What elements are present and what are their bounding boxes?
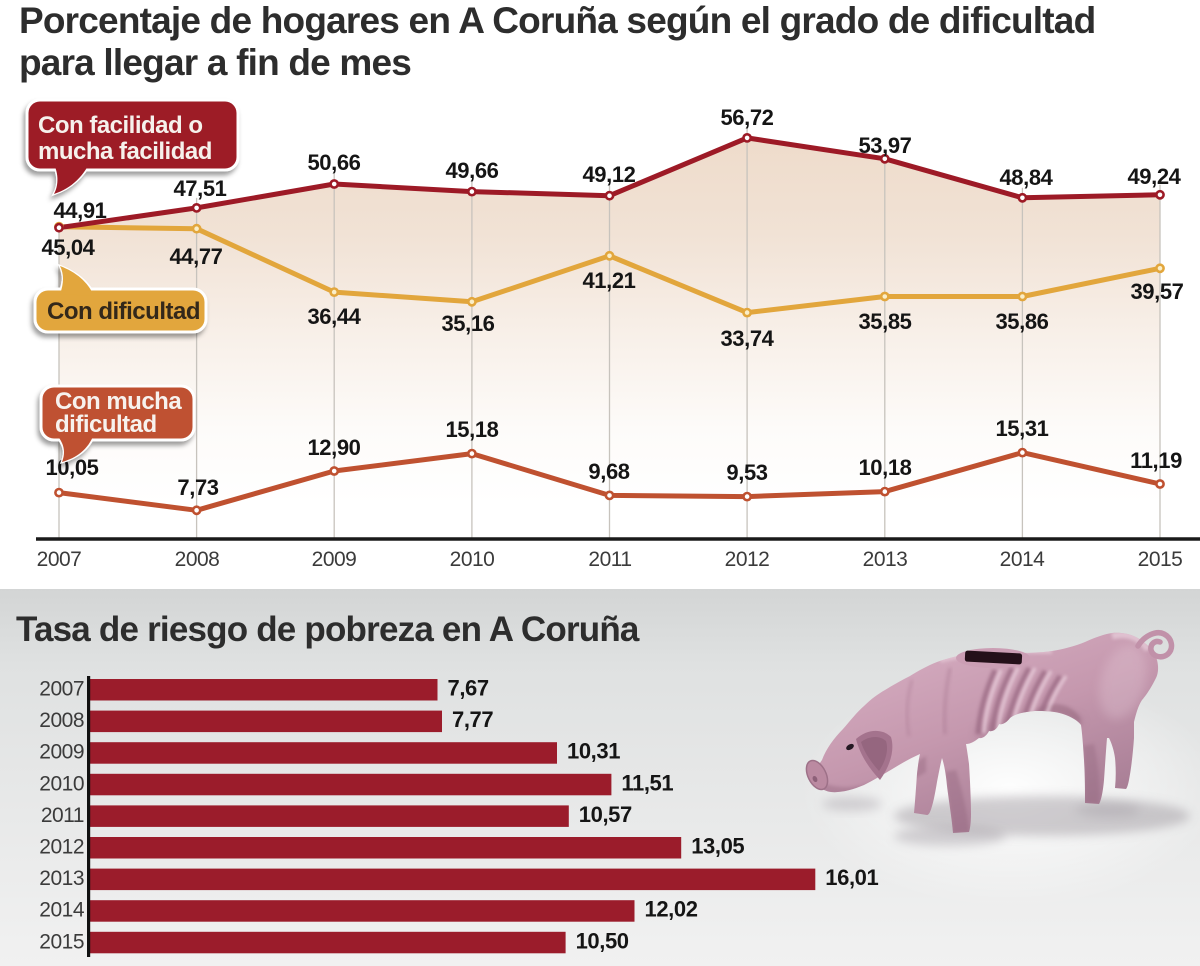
svg-text:10,50: 10,50 xyxy=(576,928,629,953)
svg-text:2014: 2014 xyxy=(1000,548,1046,571)
svg-text:49,24: 49,24 xyxy=(1127,164,1181,189)
svg-text:35,85: 35,85 xyxy=(858,309,911,334)
svg-text:50,66: 50,66 xyxy=(307,150,360,175)
svg-text:9,53: 9,53 xyxy=(726,460,767,485)
svg-text:2007: 2007 xyxy=(37,548,82,571)
svg-text:45,04: 45,04 xyxy=(41,235,95,260)
svg-text:15,18: 15,18 xyxy=(445,417,498,442)
svg-text:7,73: 7,73 xyxy=(177,475,218,500)
svg-text:2009: 2009 xyxy=(312,548,357,571)
svg-text:2012: 2012 xyxy=(39,836,84,859)
svg-text:35,86: 35,86 xyxy=(995,309,1048,334)
svg-text:2014: 2014 xyxy=(39,899,85,922)
svg-text:2008: 2008 xyxy=(175,548,220,571)
svg-text:7,77: 7,77 xyxy=(452,707,493,732)
svg-text:44,91: 44,91 xyxy=(53,198,106,223)
svg-text:33,74: 33,74 xyxy=(720,326,774,351)
svg-text:2013: 2013 xyxy=(39,867,84,890)
svg-text:44,77: 44,77 xyxy=(169,244,222,269)
svg-text:56,72: 56,72 xyxy=(720,105,773,130)
svg-text:49,66: 49,66 xyxy=(445,158,498,183)
svg-text:49,12: 49,12 xyxy=(582,162,635,187)
svg-text:9,68: 9,68 xyxy=(588,459,629,484)
svg-text:2010: 2010 xyxy=(39,772,84,795)
svg-text:Con mucha: Con mucha xyxy=(55,388,182,415)
svg-text:2013: 2013 xyxy=(863,548,908,571)
svg-text:10,31: 10,31 xyxy=(567,739,620,764)
svg-text:dificultad: dificultad xyxy=(55,411,157,438)
svg-text:11,51: 11,51 xyxy=(621,770,673,795)
svg-text:10,18: 10,18 xyxy=(858,455,911,480)
svg-text:2009: 2009 xyxy=(39,741,84,764)
svg-text:2011: 2011 xyxy=(41,804,84,827)
svg-text:13,05: 13,05 xyxy=(691,834,744,859)
svg-text:2007: 2007 xyxy=(39,678,84,701)
svg-text:2011: 2011 xyxy=(588,548,631,571)
svg-text:36,44: 36,44 xyxy=(307,304,361,329)
svg-text:47,51: 47,51 xyxy=(173,176,226,201)
svg-text:12,02: 12,02 xyxy=(645,897,698,922)
svg-text:11,19: 11,19 xyxy=(1130,448,1182,473)
svg-text:2015: 2015 xyxy=(39,930,84,953)
svg-text:2010: 2010 xyxy=(450,548,495,571)
svg-text:12,90: 12,90 xyxy=(307,435,360,460)
svg-text:53,97: 53,97 xyxy=(858,133,911,158)
svg-text:Con facilidad o: Con facilidad o xyxy=(38,112,203,139)
svg-text:35,16: 35,16 xyxy=(441,311,494,336)
svg-text:Con dificultad: Con dificultad xyxy=(47,298,200,325)
svg-text:10,57: 10,57 xyxy=(579,802,632,827)
svg-text:16,01: 16,01 xyxy=(825,865,878,890)
svg-text:41,21: 41,21 xyxy=(582,268,635,293)
svg-text:mucha facilidad: mucha facilidad xyxy=(38,138,212,165)
svg-text:2015: 2015 xyxy=(1138,548,1183,571)
svg-text:7,67: 7,67 xyxy=(448,676,489,701)
svg-text:39,57: 39,57 xyxy=(1130,279,1183,304)
svg-text:2012: 2012 xyxy=(725,548,770,571)
svg-text:48,84: 48,84 xyxy=(999,165,1053,190)
svg-text:2008: 2008 xyxy=(39,709,84,732)
svg-text:15,31: 15,31 xyxy=(995,416,1048,441)
